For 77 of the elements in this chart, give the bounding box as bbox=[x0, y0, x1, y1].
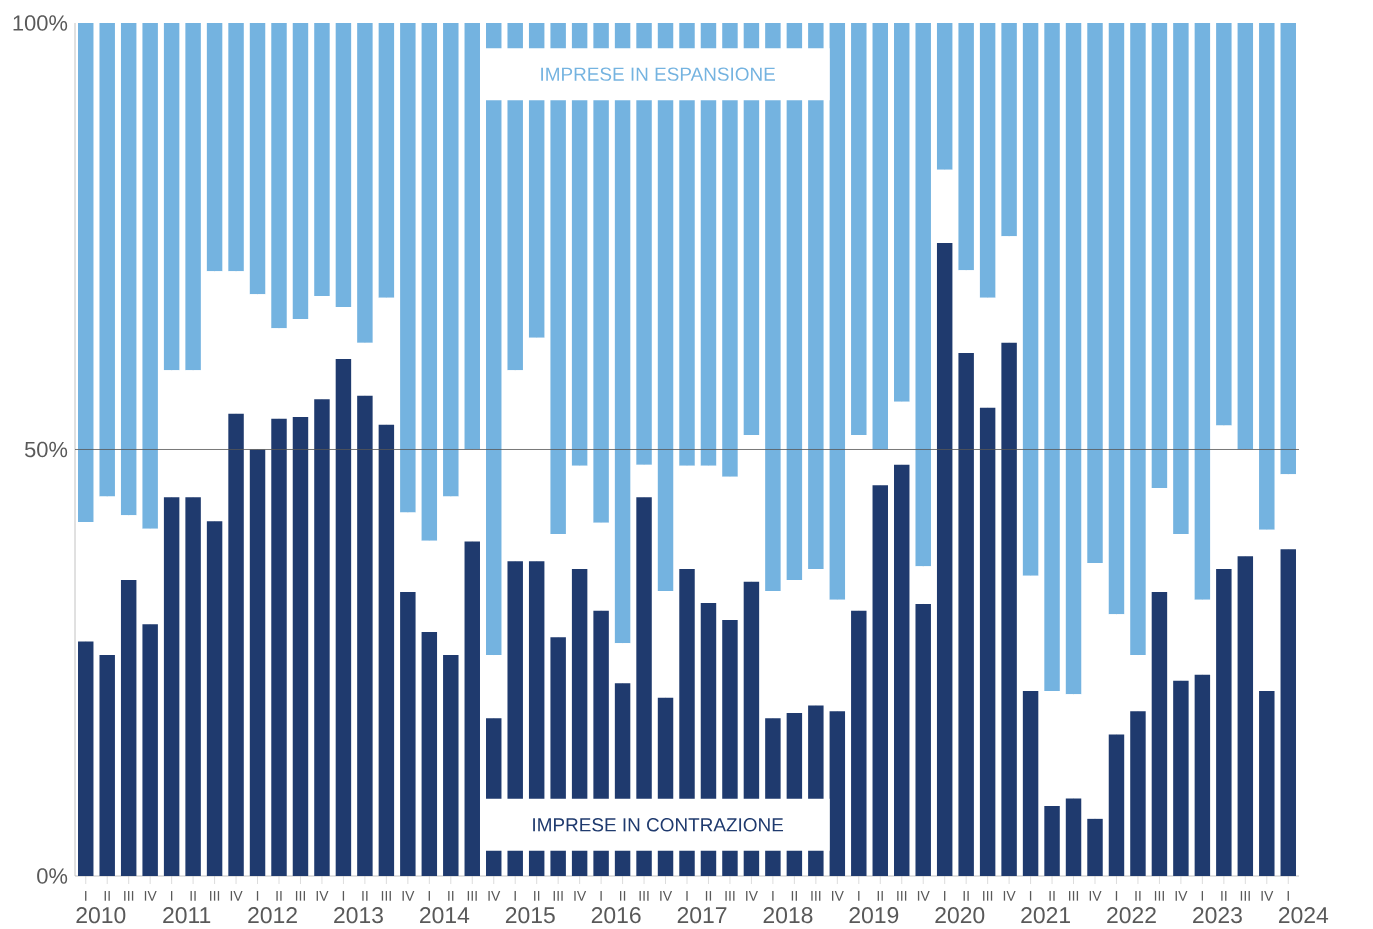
x-tick-label: III bbox=[1154, 891, 1164, 901]
x-tick-label: I bbox=[858, 891, 860, 901]
x-tick-label: III bbox=[983, 891, 993, 901]
x-tick-label: IV bbox=[1089, 891, 1102, 901]
x-tick-label: II bbox=[1049, 891, 1055, 901]
x-tick-label: III bbox=[553, 891, 563, 901]
x-tick-label: IV bbox=[488, 891, 501, 901]
x-tick-label: IV bbox=[1175, 891, 1188, 901]
x-tick-label: III bbox=[381, 891, 391, 901]
x-tick-label: II bbox=[276, 891, 282, 901]
x-tick-label: I bbox=[772, 891, 774, 901]
y-tick-label: 100% bbox=[13, 15, 68, 31]
text: 2019 bbox=[849, 907, 899, 924]
text: 2012 bbox=[248, 907, 297, 924]
x-tick-label: IV bbox=[144, 891, 157, 901]
x-tick-label: II bbox=[963, 891, 969, 901]
x-tick-label: I bbox=[686, 891, 688, 901]
x-tick-label: III bbox=[639, 891, 649, 901]
x-tick-label: II bbox=[534, 891, 540, 901]
text: 2018 bbox=[763, 907, 813, 924]
x-tick-label: I bbox=[342, 891, 345, 901]
x-tick-label: I bbox=[1115, 891, 1118, 901]
x-tick-label: II bbox=[104, 891, 110, 901]
x-tick-label: II bbox=[448, 891, 454, 901]
x-tick-label: II bbox=[1135, 891, 1141, 901]
x-tick-label: III bbox=[811, 891, 821, 901]
x-tick-label: IV bbox=[1003, 891, 1016, 901]
x-tick-label: IV bbox=[316, 891, 329, 901]
text: 2014 bbox=[420, 907, 470, 924]
x-tick-label: II bbox=[1221, 891, 1227, 901]
x-tick-label: II bbox=[619, 891, 626, 901]
x-tick-label: I bbox=[600, 891, 602, 901]
text: 2022 bbox=[1107, 907, 1156, 924]
text: 2020 bbox=[935, 907, 985, 924]
x-tick-label: III bbox=[124, 891, 134, 901]
x-tick-label: III bbox=[210, 891, 220, 901]
x-tick-label: III bbox=[295, 891, 306, 901]
x-tick-label: IV bbox=[230, 891, 243, 901]
x-tick-label: III bbox=[1240, 891, 1250, 901]
text: 2010 bbox=[76, 907, 126, 924]
text: 2024 bbox=[1278, 907, 1329, 924]
x-tick-label: I bbox=[944, 891, 946, 901]
x-tick-label: II bbox=[791, 891, 797, 901]
series-label: IMPRESE IN CONTRAZIONE bbox=[533, 818, 784, 832]
x-tick-label: I bbox=[85, 891, 87, 901]
text: 2015 bbox=[505, 907, 555, 924]
x-tick-label: II bbox=[877, 891, 883, 901]
text: 2016 bbox=[591, 907, 641, 924]
text: 2023 bbox=[1193, 907, 1242, 924]
text: 2013 bbox=[334, 907, 383, 924]
x-tick-label: IV bbox=[1261, 891, 1274, 901]
x-tick-label: I bbox=[1287, 891, 1289, 901]
x-tick-label: III bbox=[467, 891, 477, 901]
x-tick-label: I bbox=[170, 891, 173, 901]
series-label: IMPRESE IN ESPANSIONE bbox=[541, 67, 775, 81]
x-tick-label: III bbox=[725, 891, 735, 901]
x-tick-label: III bbox=[1069, 891, 1079, 901]
x-tick-label: IV bbox=[832, 891, 844, 901]
text: 2017 bbox=[677, 907, 727, 924]
x-tick-label: IV bbox=[574, 891, 587, 901]
x-tick-label: I bbox=[1029, 891, 1032, 901]
text: 2011 bbox=[163, 907, 211, 924]
x-tick-label: I bbox=[428, 891, 430, 901]
x-tick-label: IV bbox=[746, 891, 758, 901]
x-tick-label: I bbox=[514, 891, 516, 901]
x-tick-label: II bbox=[190, 891, 196, 901]
x-tick-label: I bbox=[256, 891, 259, 901]
y-tick-label: 50% bbox=[24, 441, 68, 458]
text: 2021 bbox=[1021, 907, 1070, 924]
x-tick-label: IV bbox=[402, 891, 415, 901]
x-tick-label: II bbox=[362, 891, 368, 901]
x-tick-label: III bbox=[897, 891, 907, 901]
x-tick-label: II bbox=[705, 891, 712, 901]
x-tick-label: IV bbox=[917, 891, 930, 901]
x-tick-label: IV bbox=[660, 891, 673, 901]
y-tick-label: 0% bbox=[37, 868, 68, 884]
x-tick-label: I bbox=[1201, 891, 1204, 901]
